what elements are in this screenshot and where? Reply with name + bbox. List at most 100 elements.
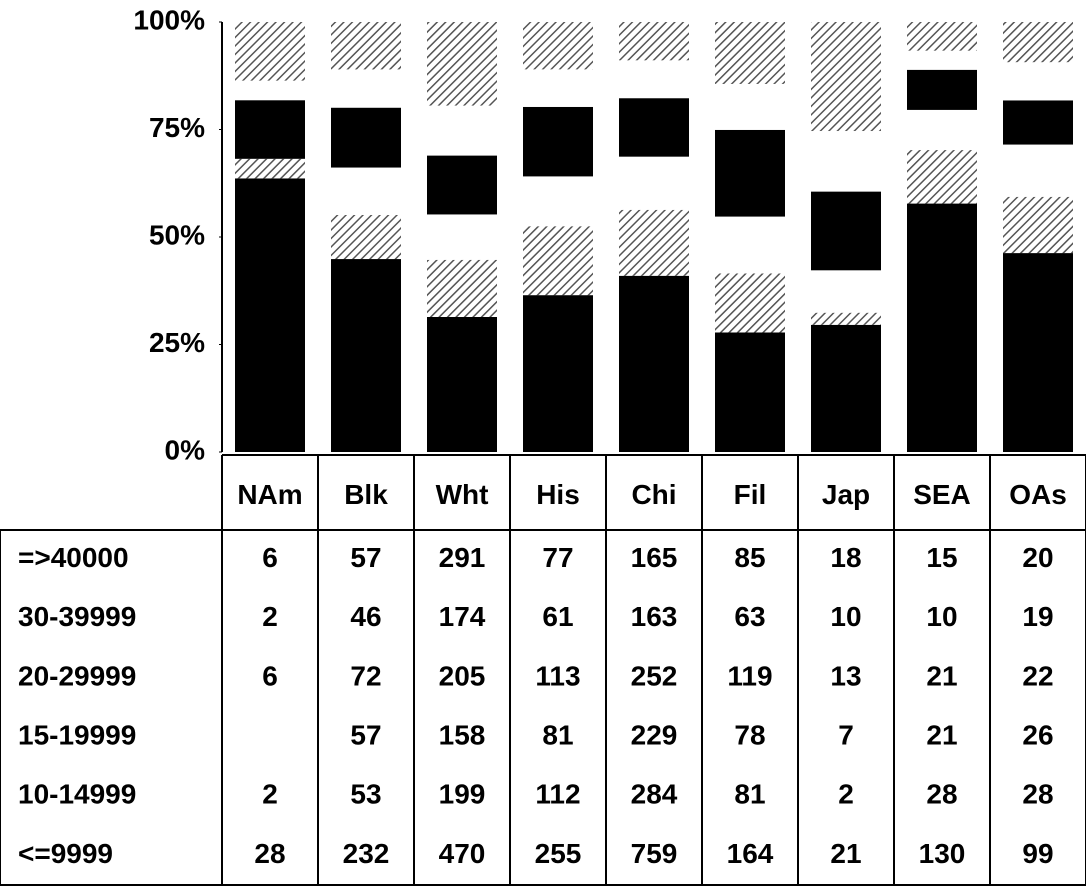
bar-segment	[811, 22, 881, 132]
bar-segment	[715, 273, 785, 333]
table-value: 119	[727, 660, 772, 691]
table-value: 99	[1022, 838, 1053, 869]
bar-segment	[331, 69, 401, 108]
table-value: 21	[830, 838, 861, 869]
bar-segment	[427, 105, 497, 156]
bar-segment	[523, 295, 593, 452]
bar-segment	[811, 312, 881, 325]
bar-segment	[907, 22, 977, 51]
table-value: 291	[439, 542, 486, 573]
table-value: 232	[343, 838, 390, 869]
y-tick-label: 100%	[133, 4, 205, 35]
legend-label: <=9999	[18, 838, 113, 869]
table-value: 2	[262, 779, 278, 810]
table-value: 28	[254, 838, 285, 869]
table-value: 13	[830, 660, 861, 691]
bar-segment	[1003, 100, 1073, 145]
table-value: 2	[262, 601, 278, 632]
table-value: 255	[535, 838, 582, 869]
bar-segment	[427, 155, 497, 215]
table-value: 10	[926, 601, 957, 632]
bar-segment	[715, 129, 785, 217]
bar-segment	[811, 191, 881, 271]
table-value: 164	[727, 838, 774, 869]
table-value: 19	[1022, 601, 1053, 632]
legend-label: =>40000	[18, 542, 129, 573]
bar-segment	[427, 259, 497, 317]
bar-segment	[331, 167, 401, 215]
table-value: 53	[350, 779, 381, 810]
table-value: 21	[926, 719, 957, 750]
table-value: 18	[830, 542, 861, 573]
table-value: 112	[535, 779, 580, 810]
table-value: 284	[631, 779, 678, 810]
bar-segment	[619, 60, 689, 99]
table-value: 57	[350, 719, 381, 750]
x-tick-label: Jap	[822, 479, 870, 510]
bar-segment	[235, 80, 305, 101]
table-value: 2	[838, 779, 854, 810]
bar-segment	[235, 178, 305, 452]
x-tick-label: SEA	[913, 479, 971, 510]
table-value: 229	[631, 719, 678, 750]
bar-segment	[907, 203, 977, 452]
legend-label: 30-39999	[18, 601, 136, 632]
bar-segment	[331, 107, 401, 168]
table-value: 759	[631, 838, 678, 869]
table-value: 46	[350, 601, 381, 632]
bar-segment	[331, 22, 401, 70]
table-value: 199	[439, 779, 486, 810]
bar-segment	[907, 150, 977, 204]
table-value: 252	[631, 660, 678, 691]
bar-segment	[427, 214, 497, 260]
x-tick-label: OAs	[1009, 479, 1067, 510]
bar-segment	[523, 226, 593, 296]
x-tick-label: Blk	[344, 479, 388, 510]
table-value: 72	[350, 660, 381, 691]
table-value: 85	[734, 542, 765, 573]
table-value: 22	[1022, 660, 1053, 691]
bar-segment	[619, 98, 689, 157]
x-tick-label: Chi	[631, 479, 676, 510]
legend-label: 10-14999	[18, 779, 136, 810]
table-value: 174	[439, 601, 486, 632]
bar-segment	[1003, 62, 1073, 101]
bar-segment	[715, 22, 785, 84]
table-value: 15	[926, 542, 957, 573]
bar-segment	[715, 83, 785, 130]
table-value: 7	[838, 719, 854, 750]
y-tick-label: 25%	[149, 327, 205, 358]
bar-segment	[811, 131, 881, 192]
table-value: 26	[1022, 719, 1053, 750]
table-value: 470	[439, 838, 486, 869]
y-tick-label: 75%	[149, 112, 205, 143]
table-value: 78	[734, 719, 765, 750]
bar-segment	[715, 332, 785, 452]
bar-segment	[619, 275, 689, 452]
table-value: 63	[734, 601, 765, 632]
bar-segment	[619, 22, 689, 61]
table-value: 77	[542, 542, 573, 573]
table-value: 81	[542, 719, 573, 750]
bar-segment	[523, 22, 593, 70]
legend-label: 15-19999	[18, 719, 136, 750]
bar-segment	[619, 209, 689, 276]
table-value: 165	[631, 542, 678, 573]
bar-segment	[331, 259, 401, 452]
bar-segment	[1003, 22, 1073, 63]
table-value: 57	[350, 542, 381, 573]
table-value: 130	[919, 838, 966, 869]
bar-segment	[811, 270, 881, 313]
bar-segment	[427, 22, 497, 106]
table-value: 81	[734, 779, 765, 810]
table-value: 28	[926, 779, 957, 810]
y-tick-label: 50%	[149, 219, 205, 250]
table-value: 21	[926, 660, 957, 691]
bar-segment	[907, 109, 977, 151]
table-value: 6	[262, 660, 278, 691]
table-value: 6	[262, 542, 278, 573]
bar-segment	[523, 69, 593, 107]
bar-segment	[427, 316, 497, 452]
bar-segment	[523, 106, 593, 177]
